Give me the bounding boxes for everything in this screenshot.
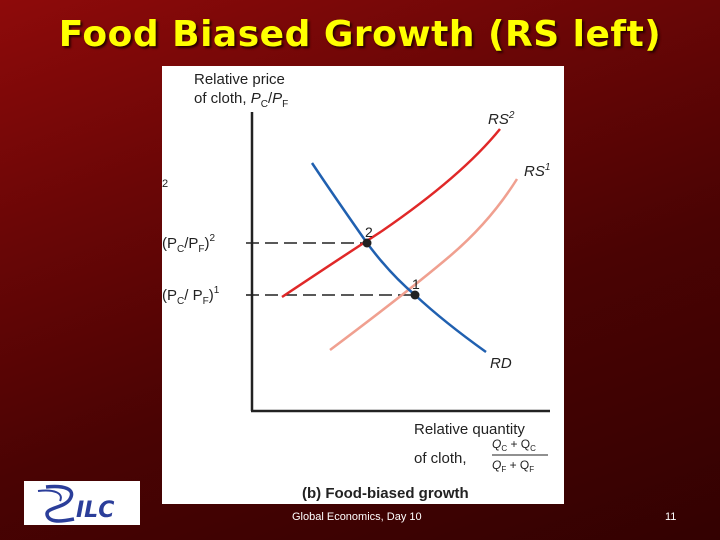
ilc-logo: ILC bbox=[24, 481, 140, 525]
svg-text:ILC: ILC bbox=[76, 498, 114, 523]
rs2-label: RS2 bbox=[488, 110, 515, 128]
rs1-label: RS1 bbox=[524, 162, 550, 180]
rd-label: RD bbox=[490, 355, 512, 372]
price1-label: (PC/ PF)1 bbox=[162, 285, 220, 307]
svg-text:QF + QF: QF + QF bbox=[492, 458, 534, 474]
rs1-curve bbox=[329, 178, 519, 351]
x-fraction: QC + QC QF + QF bbox=[492, 437, 548, 474]
page-number: 11 bbox=[665, 511, 677, 523]
svg-text:QC + QC: QC + QC bbox=[492, 437, 536, 453]
figure-caption: (b) Food-biased growth bbox=[302, 485, 469, 502]
price2-label: (PC/PF)2 bbox=[162, 233, 216, 255]
diagram-svg: Relative price of cloth, PC/PF 2 2 1 (PC… bbox=[162, 71, 550, 502]
y-axis-label-line1: Relative price bbox=[194, 71, 285, 88]
x-axis-label-line2: of cloth, bbox=[414, 450, 467, 467]
stray-mark: 2 bbox=[162, 178, 168, 190]
equilibrium-point-2 bbox=[362, 238, 372, 248]
y-axis-label-line2: of cloth, PC/PF bbox=[194, 90, 288, 110]
footer-text: Global Economics, Day 10 bbox=[292, 511, 422, 523]
slide-title: Food Biased Growth (RS left) bbox=[58, 14, 662, 55]
ilc-logo-icon: ILC bbox=[24, 481, 140, 525]
point1-label: 1 bbox=[412, 276, 420, 292]
equilibrium-point-1 bbox=[410, 290, 420, 300]
x-axis-label-line1: Relative quantity bbox=[414, 421, 525, 438]
rs2-curve bbox=[281, 128, 501, 299]
rd-curve bbox=[310, 162, 487, 354]
diagram-figure: Relative price of cloth, PC/PF 2 2 1 (PC… bbox=[162, 66, 564, 504]
point2-label: 2 bbox=[365, 224, 373, 240]
